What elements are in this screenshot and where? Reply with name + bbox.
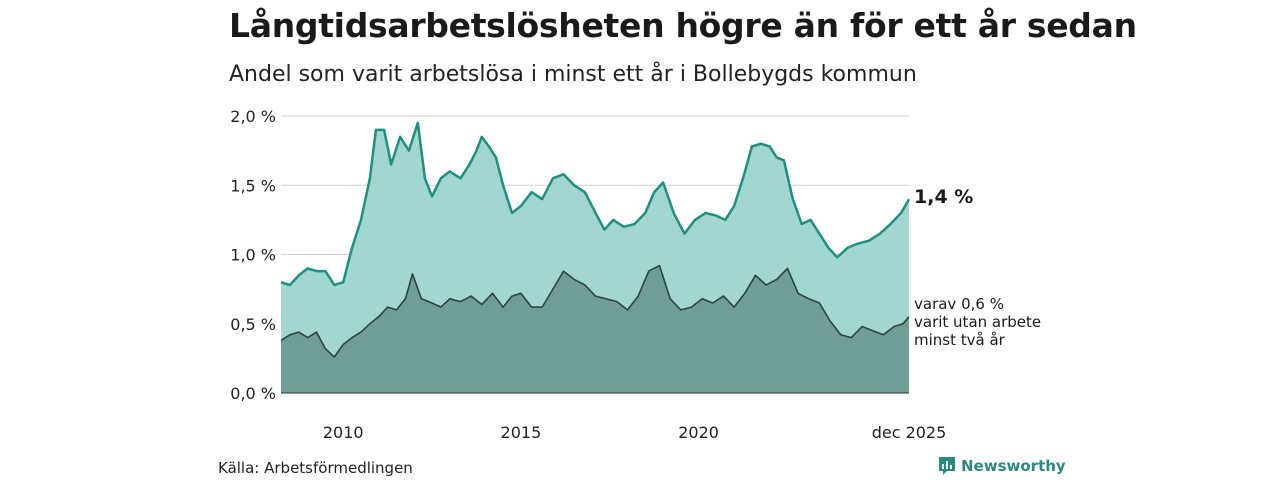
- chart-subtitle: Andel som varit arbetslösa i minst ett å…: [229, 62, 917, 87]
- chart-title: Långtidsarbetslösheten högre än för ett …: [229, 6, 1137, 45]
- sub-series-label-line: varit utan arbete: [914, 313, 1042, 331]
- y-tick-label: 1,0 %: [230, 246, 276, 265]
- newsworthy-icon: [939, 457, 955, 475]
- x-tick-label: dec 2025: [872, 423, 947, 442]
- sub-series-label-line: varav 0,6 %: [914, 295, 1004, 313]
- latest-value-label: 1,4 %: [914, 186, 974, 208]
- series-line-two-years: [280, 264, 910, 358]
- brand-logo: Newsworthy: [938, 456, 1066, 476]
- x-tick-label: 2010: [323, 423, 364, 442]
- sub-series-label: varav 0,6 % varit utan arbete minst två …: [914, 295, 1041, 349]
- source-note: Källa: Arbetsförmedlingen: [218, 459, 413, 477]
- x-tick-label: 2020: [678, 423, 719, 442]
- sub-series-label-line: minst två år: [914, 331, 1005, 349]
- series-area-two-years: [281, 265, 909, 393]
- y-tick-label: 2,0 %: [230, 107, 276, 126]
- x-tick-label: 2015: [501, 423, 542, 442]
- y-tick-label: 1,5 %: [230, 176, 276, 195]
- y-tick-label: 0,5 %: [230, 315, 276, 334]
- brand-name: Newsworthy: [961, 457, 1066, 475]
- series-line-long-term: [280, 121, 911, 287]
- y-tick-label: 0,0 %: [230, 384, 276, 403]
